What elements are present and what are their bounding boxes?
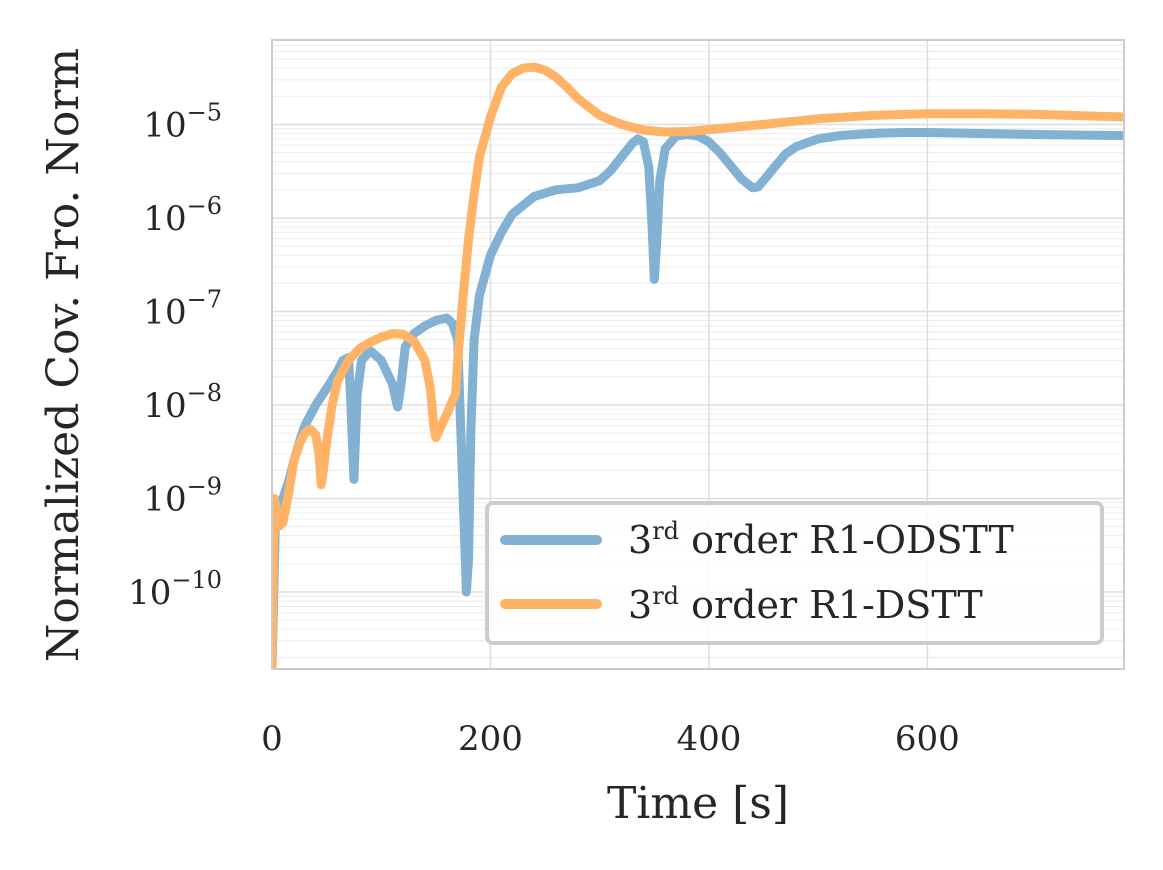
y-tick-label: 10−7 [143, 285, 222, 332]
x-tick-label: 400 [676, 719, 741, 759]
plot-frame [271, 39, 1125, 670]
x-tick-label: 600 [895, 719, 960, 759]
legend-label-odstt: 3rd order R1-ODSTT [628, 517, 1014, 562]
y-tick-label: 10−6 [143, 192, 222, 239]
y-tick-label: 10−9 [143, 472, 222, 519]
y-tick-labels: 10−10 10−9 10−8 10−7 10−6 10−5 [128, 98, 222, 613]
x-tick-labels: 0 200 400 600 [261, 719, 960, 759]
series-line-odstt [272, 128, 1124, 669]
y-tick-label: 10−5 [143, 98, 222, 145]
y-axis-label: Normalized Cov. Fro. Norm [38, 48, 89, 662]
legend-label-dstt: 3rd order R1-DSTT [628, 582, 983, 627]
legend: 3rd order R1-ODSTT 3rd order R1-DSTT [485, 501, 1104, 645]
series-line-dstt [272, 62, 1124, 669]
x-tick-label: 200 [458, 719, 523, 759]
legend-frame [485, 501, 1104, 645]
y-tick-label: 10−10 [128, 566, 222, 613]
x-axis-label: Time [s] [607, 778, 789, 829]
y-tick-label: 10−8 [143, 379, 222, 426]
series-layer [272, 62, 1124, 669]
x-tick-label: 0 [261, 719, 283, 759]
